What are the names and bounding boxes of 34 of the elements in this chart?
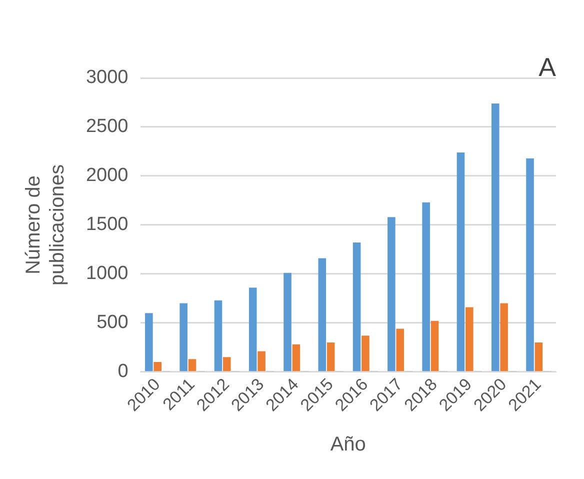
y-tick-label: 1000 [86, 263, 128, 284]
bar [526, 158, 534, 372]
bar [326, 342, 335, 372]
y-tick-label: 1500 [86, 214, 128, 236]
bar [352, 242, 361, 372]
y-tick-label: 0 [118, 361, 128, 382]
bar [318, 258, 326, 372]
bar [284, 272, 292, 372]
bar [396, 328, 404, 372]
annotation: A [538, 52, 557, 82]
y-tick-label: 3000 [86, 67, 128, 88]
bar [188, 359, 196, 372]
bar [292, 344, 300, 372]
bar [248, 288, 257, 372]
bar [465, 307, 474, 372]
bar [258, 351, 266, 372]
bar [534, 342, 543, 372]
bar [214, 300, 222, 372]
bar [456, 152, 465, 372]
bar [422, 202, 430, 372]
bar [500, 303, 508, 372]
y-tick-label: 2500 [86, 116, 128, 138]
bar [180, 303, 188, 372]
bar [430, 320, 439, 372]
bar [154, 362, 162, 372]
bar [145, 313, 153, 372]
x-axis-title: Año [330, 434, 366, 456]
y-tick-label: 500 [96, 312, 128, 334]
y-tick-label: 2000 [86, 165, 128, 186]
bar [222, 357, 231, 372]
bar [491, 103, 500, 372]
y-axis-title: Número de publicaciones [22, 164, 69, 286]
bar [362, 336, 370, 372]
bar [388, 217, 396, 372]
